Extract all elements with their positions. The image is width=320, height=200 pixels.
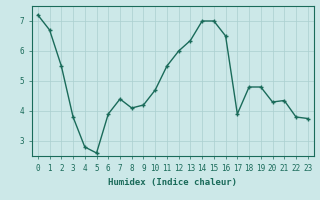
X-axis label: Humidex (Indice chaleur): Humidex (Indice chaleur) [108,178,237,187]
